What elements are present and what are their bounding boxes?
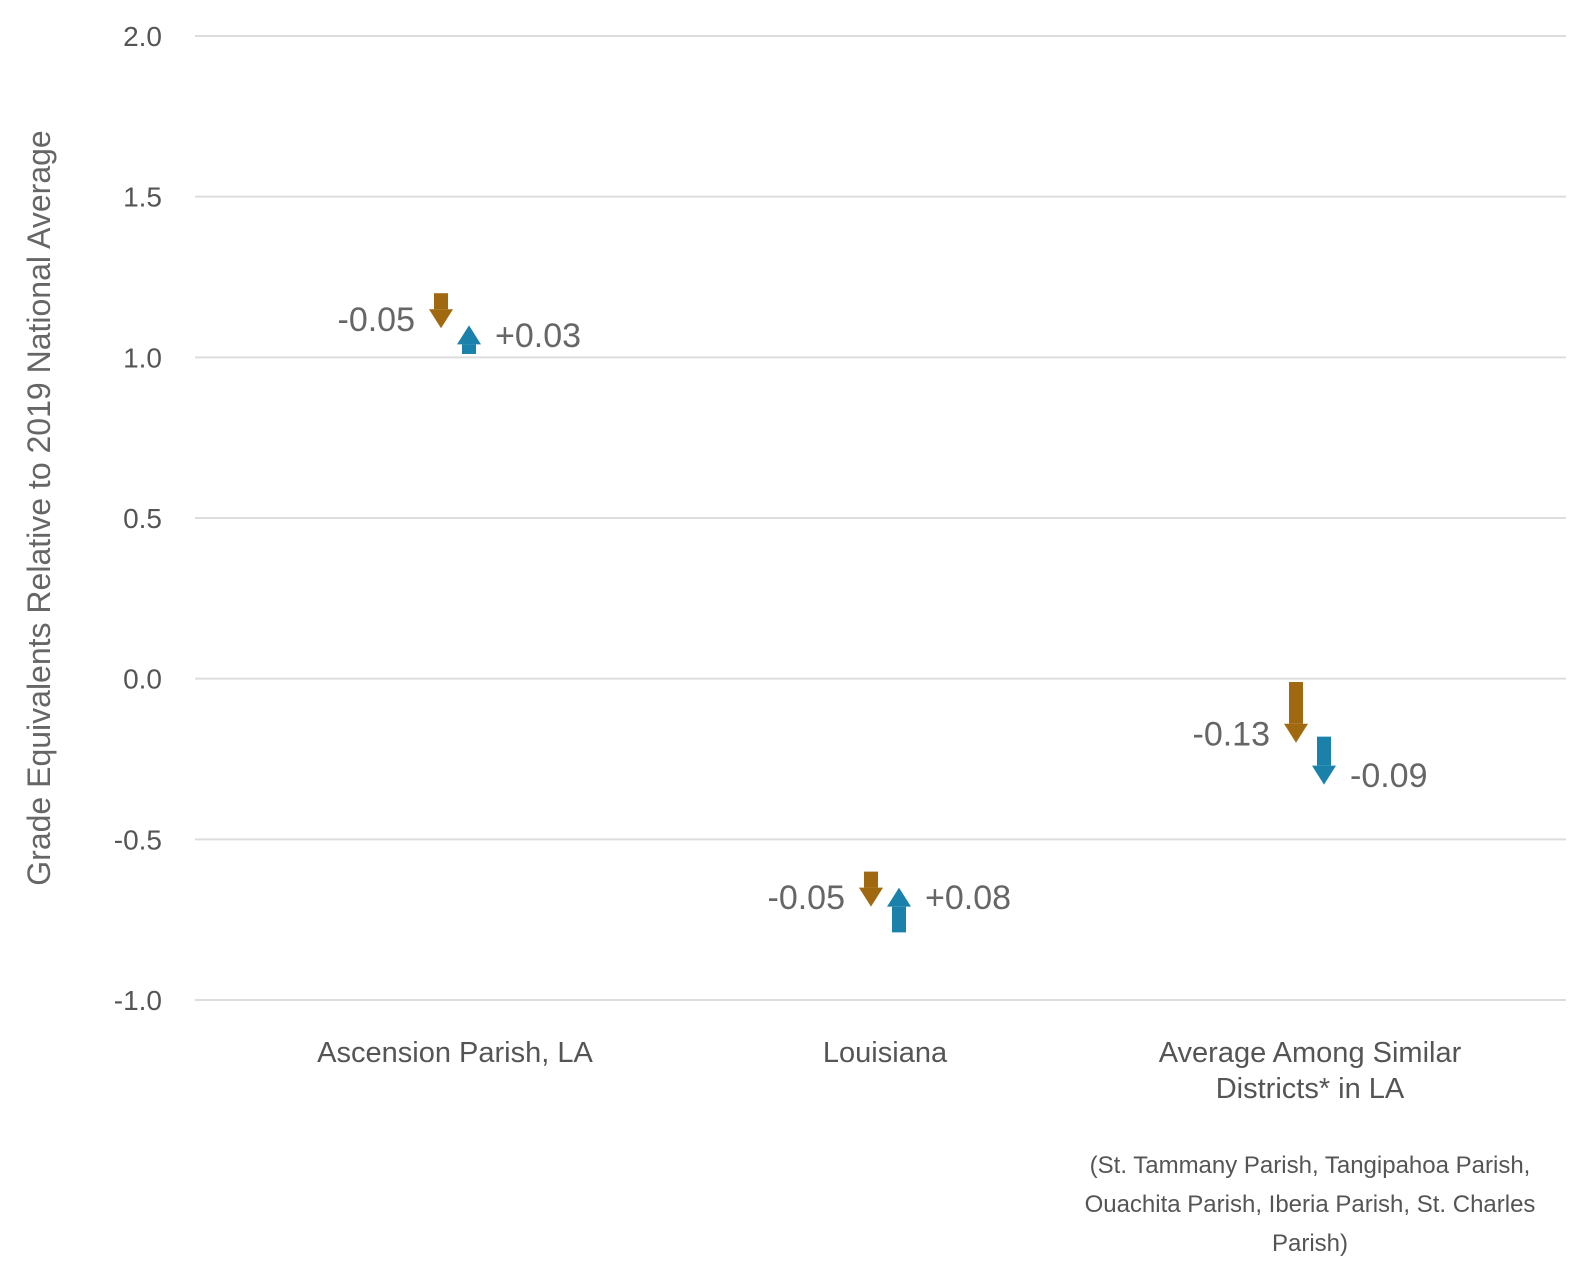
series-1-marker-stem (864, 871, 878, 888)
y-tick-label: 1.0 (123, 342, 162, 373)
y-tick-label: -0.5 (114, 824, 162, 855)
series-1-marker-head (429, 309, 453, 329)
data-label: -0.05 (338, 301, 416, 339)
x-category-note: Ouachita Parish, Iberia Parish, St. Char… (1085, 1191, 1536, 1218)
y-axis-ticks: 2.0 1.5 1.0 0.5 0.0 -0.5 -1.0 (114, 21, 162, 1016)
gridlines (195, 35, 1566, 1001)
data-label: -0.09 (1350, 757, 1428, 795)
y-tick-label: 2.0 (123, 21, 162, 52)
series-1-marker (1284, 682, 1308, 743)
data-label: +0.03 (495, 317, 581, 355)
series-2-marker-head (457, 325, 481, 345)
y-tick-label: 1.5 (123, 182, 162, 213)
y-axis-label: Grade Equivalents Relative to 2019 Natio… (21, 130, 57, 885)
y-tick-label: 0.0 (123, 664, 162, 695)
x-category-label: Louisiana (823, 1037, 948, 1069)
x-category-note: Parish) (1272, 1230, 1348, 1257)
x-category-note: (St. Tammany Parish, Tangipahoa Parish, (1090, 1152, 1531, 1179)
series-2-marker (887, 887, 911, 933)
data-marks: -0.05 -0.05 -0.13 +0.03 +0.08 -0.09 (338, 293, 1428, 933)
data-label: -0.13 (1193, 715, 1271, 753)
series-1-marker-stem (434, 293, 448, 310)
series-1-marker (859, 871, 883, 907)
data-label: -0.05 (768, 879, 846, 917)
series-2-marker-stem (892, 906, 906, 933)
data-label: +0.08 (925, 879, 1011, 917)
series-1-marker-head (1284, 723, 1308, 743)
x-axis-categories: Ascension Parish, LA Louisiana Average Amo… (317, 1037, 1535, 1257)
y-tick-label: -1.0 (114, 985, 162, 1016)
series-2-marker (457, 325, 481, 354)
series-2-marker-head (887, 887, 911, 907)
x-category-label: Districts* in LA (1216, 1073, 1405, 1105)
series-1-marker-head (859, 887, 883, 907)
series-1-marker-stem (1289, 682, 1303, 724)
series-2-marker-head (1312, 765, 1336, 785)
x-category-label: Average Among Similar (1159, 1037, 1462, 1069)
x-category-label: Ascension Parish, LA (317, 1037, 593, 1069)
y-tick-label: 0.5 (123, 503, 162, 534)
series-1-marker (429, 293, 453, 329)
series-2-marker-stem (1317, 736, 1331, 766)
series-2-marker (1312, 736, 1336, 785)
series-2-marker-stem (462, 344, 476, 354)
